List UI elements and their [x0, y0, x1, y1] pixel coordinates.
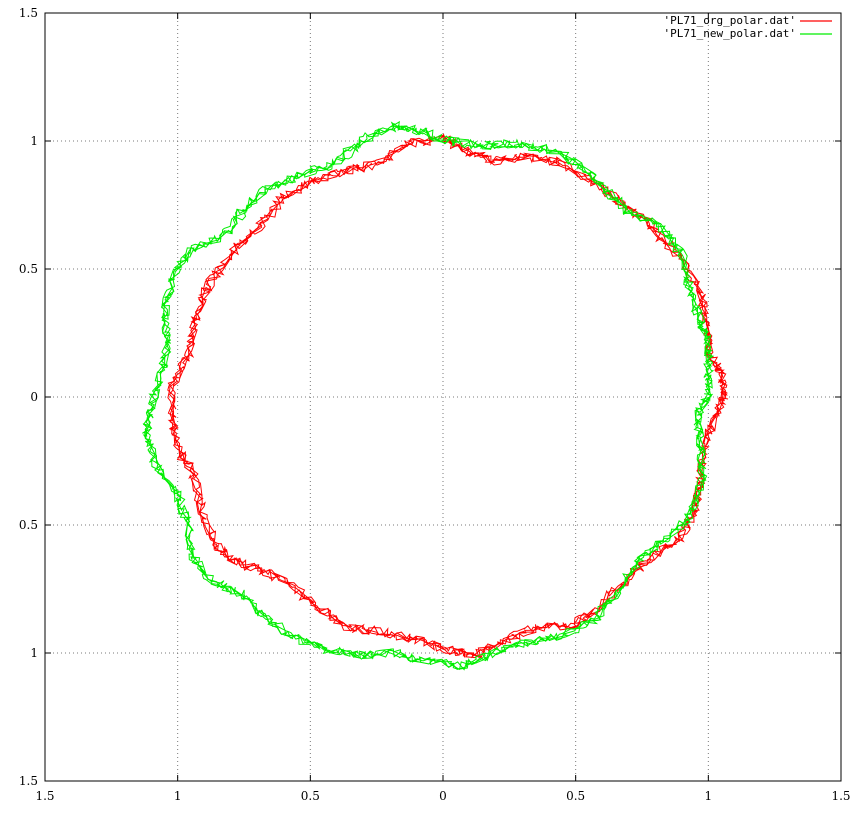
y-tick-label: 1: [30, 646, 38, 660]
y-tick-label: 1.5: [19, 6, 38, 20]
x-tick-label: 0.5: [301, 789, 320, 803]
grid-layer: [45, 13, 841, 781]
y-tick-label: 0.5: [19, 518, 38, 532]
x-tick-label: 0.5: [566, 789, 585, 803]
series-2: [142, 120, 715, 671]
x-tick-label: 1.5: [35, 789, 54, 803]
series-trace: [167, 135, 729, 659]
series-trace: [167, 134, 728, 658]
legend-label: 'PL71_org_polar.dat': [664, 14, 796, 27]
x-tick-label: 1.5: [831, 789, 850, 803]
x-tick-label: 1: [705, 789, 713, 803]
y-tick-label: 1.5: [19, 774, 38, 788]
y-tick-label: 0.5: [19, 262, 38, 276]
x-tick-label: 1: [174, 789, 182, 803]
x-tick-label: 0: [439, 789, 447, 803]
series-layer: [142, 120, 729, 671]
y-tick-label: 1: [30, 134, 38, 148]
legend-label: 'PL71_new_polar.dat': [664, 27, 796, 40]
series-trace: [142, 121, 715, 671]
y-tick-label: 0: [30, 390, 38, 404]
legend: 'PL71_org_polar.dat''PL71_new_polar.dat': [664, 14, 832, 40]
series-1: [167, 133, 729, 660]
series-trace: [167, 135, 728, 660]
series-trace: [167, 133, 728, 659]
